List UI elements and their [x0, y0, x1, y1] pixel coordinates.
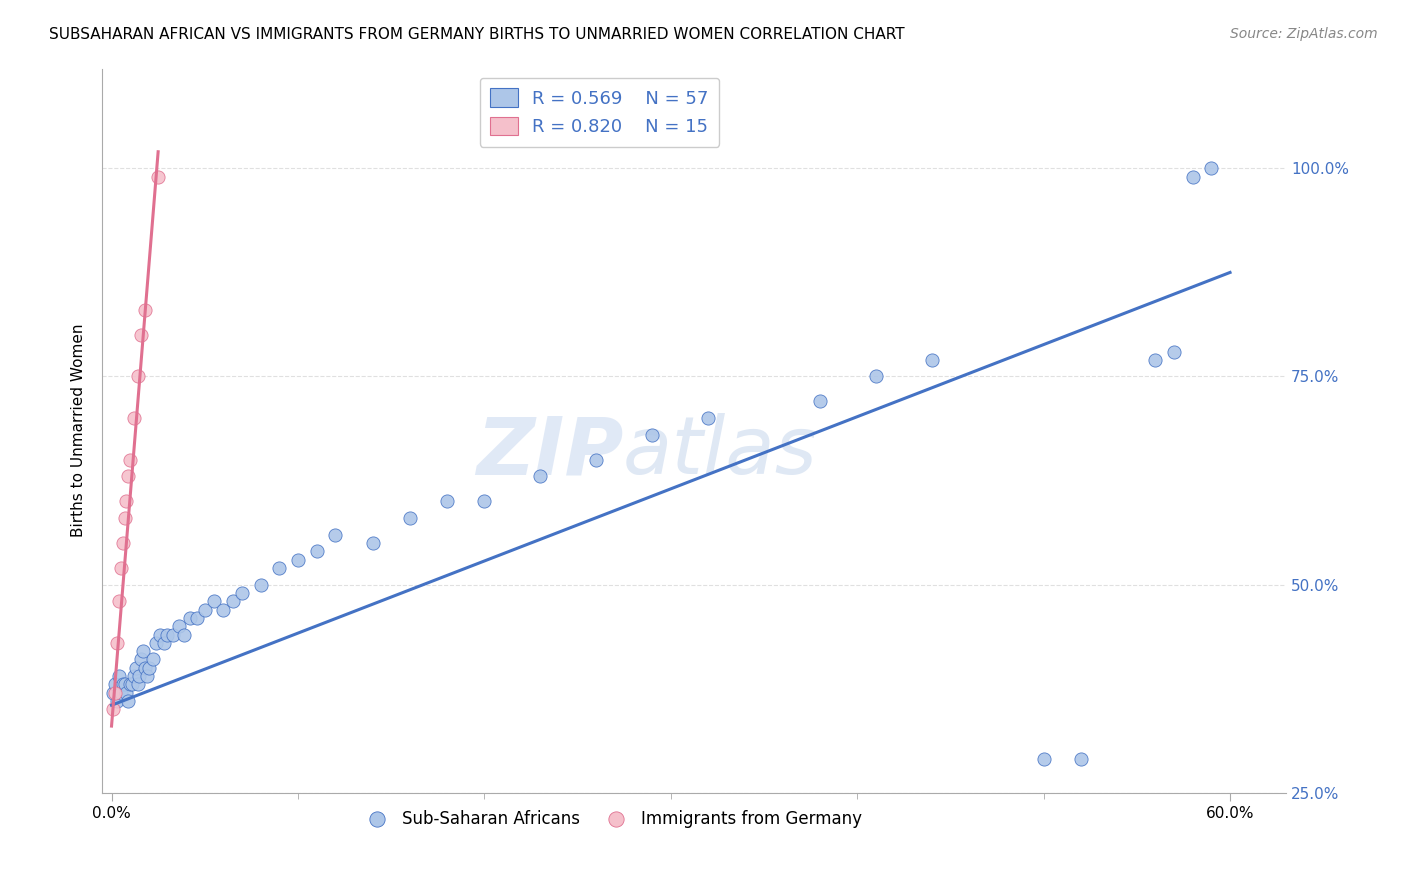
Text: ZIP: ZIP — [475, 413, 623, 491]
Point — [122, 411, 145, 425]
Point — [105, 636, 128, 650]
Point — [1070, 752, 1092, 766]
Point — [111, 677, 134, 691]
Point — [141, 652, 163, 666]
Point — [104, 686, 127, 700]
Point — [115, 494, 138, 508]
Point — [194, 602, 217, 616]
Point — [117, 694, 139, 708]
Point — [865, 369, 887, 384]
Point — [156, 627, 179, 641]
Point — [103, 702, 125, 716]
Point — [110, 561, 132, 575]
Point — [114, 511, 136, 525]
Point — [641, 427, 664, 442]
Point — [1163, 344, 1185, 359]
Point — [697, 411, 720, 425]
Point — [179, 611, 201, 625]
Point — [305, 544, 328, 558]
Point — [323, 527, 346, 541]
Point — [173, 627, 195, 641]
Point — [186, 611, 208, 625]
Point — [1032, 752, 1054, 766]
Point — [136, 669, 159, 683]
Point — [134, 661, 156, 675]
Point — [231, 586, 253, 600]
Point — [436, 494, 458, 508]
Y-axis label: Births to Unmarried Women: Births to Unmarried Women — [72, 324, 86, 537]
Point — [131, 327, 153, 342]
Point — [212, 602, 235, 616]
Point — [117, 469, 139, 483]
Point — [921, 352, 943, 367]
Point — [103, 686, 125, 700]
Point — [132, 644, 155, 658]
Point — [1181, 169, 1204, 184]
Point — [122, 669, 145, 683]
Point — [287, 552, 309, 566]
Point — [120, 452, 142, 467]
Point — [1201, 161, 1223, 176]
Point — [529, 469, 551, 483]
Point — [105, 694, 128, 708]
Point — [398, 511, 420, 525]
Point — [108, 594, 131, 608]
Point — [111, 536, 134, 550]
Point — [249, 577, 271, 591]
Point — [115, 686, 138, 700]
Text: atlas: atlas — [623, 413, 818, 491]
Point — [472, 494, 495, 508]
Point — [152, 636, 174, 650]
Point — [120, 677, 142, 691]
Point — [138, 661, 160, 675]
Point — [108, 669, 131, 683]
Point — [127, 369, 149, 384]
Point — [202, 594, 225, 608]
Point — [1144, 352, 1167, 367]
Point — [361, 536, 384, 550]
Point — [128, 669, 150, 683]
Point — [145, 636, 167, 650]
Point — [121, 677, 143, 691]
Point — [104, 677, 127, 691]
Point — [167, 619, 190, 633]
Legend: Sub-Saharan Africans, Immigrants from Germany: Sub-Saharan Africans, Immigrants from Ge… — [353, 804, 869, 835]
Point — [114, 677, 136, 691]
Point — [110, 686, 132, 700]
Point — [585, 452, 607, 467]
Point — [134, 302, 156, 317]
Point — [131, 652, 153, 666]
Point — [162, 627, 184, 641]
Point — [269, 561, 291, 575]
Text: Source: ZipAtlas.com: Source: ZipAtlas.com — [1230, 27, 1378, 41]
Point — [149, 627, 172, 641]
Point — [146, 169, 169, 184]
Point — [127, 677, 149, 691]
Point — [808, 394, 831, 409]
Point — [125, 661, 148, 675]
Text: SUBSAHARAN AFRICAN VS IMMIGRANTS FROM GERMANY BIRTHS TO UNMARRIED WOMEN CORRELAT: SUBSAHARAN AFRICAN VS IMMIGRANTS FROM GE… — [49, 27, 905, 42]
Point — [222, 594, 245, 608]
